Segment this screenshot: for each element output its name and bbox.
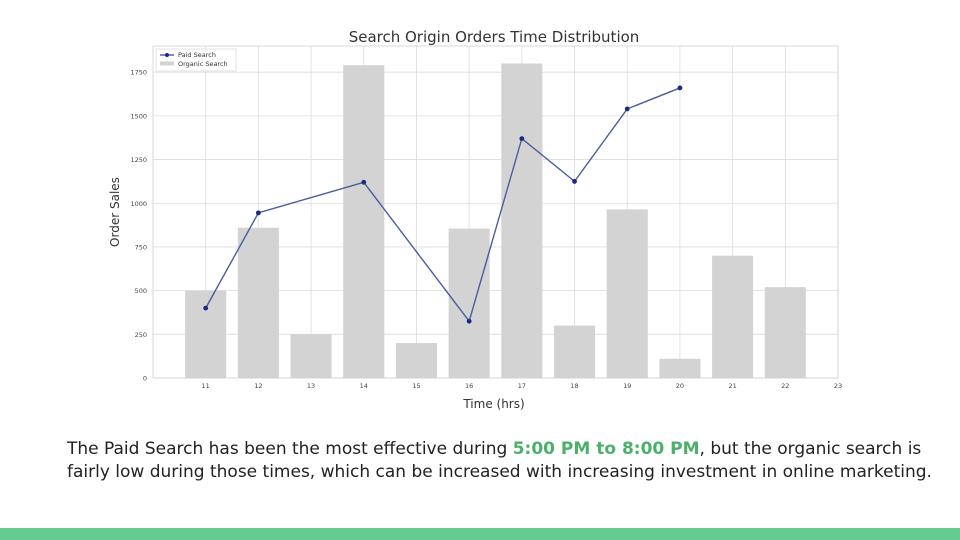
bar-organic-14 — [343, 65, 385, 378]
point-paid-18 — [572, 179, 577, 184]
caption-highlight: 5:00 PM to 8:00 PM — [512, 439, 700, 459]
x-tick-label: 13 — [307, 382, 315, 390]
x-tick-label: 21 — [728, 382, 736, 390]
bar-organic-18 — [553, 325, 596, 378]
axes — [152, 45, 839, 379]
paid-search-line — [203, 85, 683, 324]
chart-title: Search Origin Orders Time Distribution — [349, 28, 640, 46]
point-paid-12 — [255, 210, 261, 216]
bar-organic-21 — [712, 255, 754, 378]
legend-organic-label: Organic Search — [178, 60, 228, 68]
bar-organic-12 — [237, 227, 279, 378]
bar-organic-13 — [290, 334, 332, 378]
x-tick-label: 23 — [834, 382, 842, 390]
bars — [185, 63, 806, 378]
bar-organic-15 — [395, 343, 438, 378]
bar-organic-17 — [501, 63, 543, 378]
y-tick-label: 750 — [135, 243, 147, 251]
x-tick-label: 11 — [202, 382, 210, 390]
y-tick-label: 500 — [135, 287, 147, 295]
bar-organic-19 — [606, 209, 648, 378]
bar-organic-11 — [185, 290, 227, 378]
y-tick-label: 1250 — [130, 156, 147, 164]
x-tick-label: 20 — [676, 382, 684, 390]
tick-labels: 11 12 13 14 15 16 17 18 19 20 21 22 23 0 250 500 750 1000… — [130, 69, 842, 390]
axes-frame — [152, 45, 839, 379]
point-paid-20 — [677, 85, 683, 91]
legend: Paid Search Organic Search — [155, 48, 237, 72]
legend-paid-marker — [165, 53, 169, 57]
x-tick-label: 14 — [360, 382, 368, 390]
point-paid-11 — [203, 305, 209, 311]
y-tick-label: 1000 — [130, 200, 147, 208]
y-tick-label: 1750 — [130, 69, 147, 77]
footer-bar — [0, 528, 960, 540]
bar-organic-20 — [659, 358, 701, 378]
point-paid-16 — [466, 318, 472, 324]
x-tick-label: 15 — [412, 382, 420, 390]
x-tick-label: 17 — [518, 382, 526, 390]
y-axis-label: Order Sales — [108, 177, 122, 247]
caption: The Paid Search has been the most effect… — [67, 438, 937, 484]
x-tick-label: 12 — [254, 382, 262, 390]
paid-search-polyline — [205, 87, 681, 323]
caption-text-end: , but the organic search is fairly low d… — [67, 439, 932, 482]
legend-organic-swatch — [160, 61, 174, 66]
chart: 11 12 13 14 15 16 17 18 19 20 21 22 23 0 250 500 750 1000… — [108, 28, 842, 411]
x-axis-label: Time (hrs) — [462, 397, 524, 411]
y-tick-label: 0 — [143, 375, 147, 383]
legend-paid-label: Paid Search — [178, 51, 216, 59]
y-tick-label: 250 — [135, 331, 147, 339]
y-tick-label: 1500 — [130, 112, 147, 120]
point-paid-19 — [624, 106, 630, 112]
point-paid-17 — [519, 136, 525, 142]
point-paid-14 — [361, 179, 367, 185]
legend-box — [155, 48, 237, 72]
x-tick-label: 16 — [465, 382, 473, 390]
caption-text-start: The Paid Search has been the most effect… — [67, 439, 513, 459]
x-tick-label: 18 — [570, 382, 578, 390]
x-tick-label: 22 — [781, 382, 789, 390]
bar-organic-22 — [764, 287, 806, 378]
x-tick-label: 19 — [623, 382, 631, 390]
